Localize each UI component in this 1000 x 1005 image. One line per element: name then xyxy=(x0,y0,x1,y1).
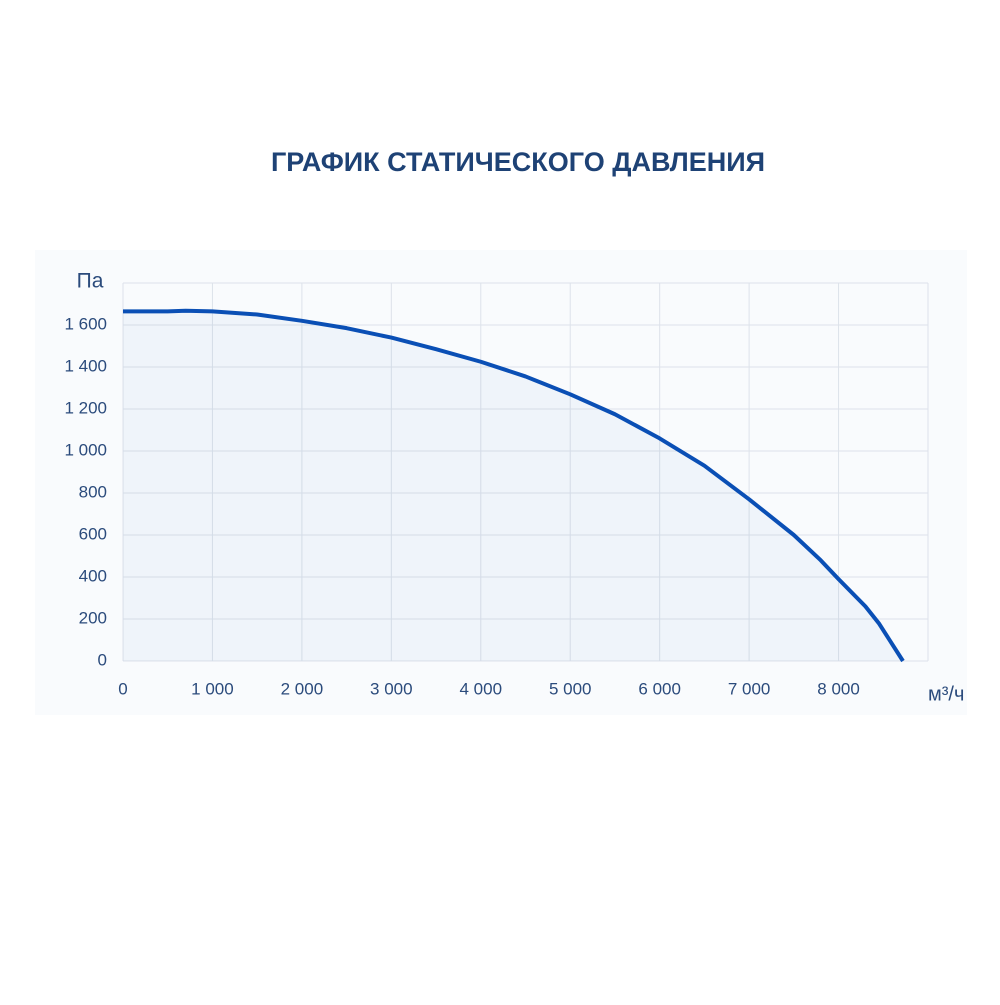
chart-background xyxy=(35,250,967,715)
y-tick-label: 1 000 xyxy=(64,440,107,459)
x-tick-label: 8 000 xyxy=(817,679,860,698)
line xyxy=(123,308,905,663)
y-tick-label: 0 xyxy=(98,650,107,669)
y-axis-label: Па xyxy=(77,270,104,293)
y-tick-label: 1 200 xyxy=(64,398,107,417)
x-tick-label: 3 000 xyxy=(370,679,413,698)
x-tick-label: 5 000 xyxy=(549,679,592,698)
chart-title: ГРАФИК СТАТИЧЕСКОГО ДАВЛЕНИЯ xyxy=(271,147,765,177)
x-axis-label: м³/ч xyxy=(928,683,964,705)
y-tick-label: 800 xyxy=(79,482,107,501)
x-tick-label: 6 000 xyxy=(638,679,681,698)
x-tick-label: 4 000 xyxy=(460,679,503,698)
x-tick-label: 7 000 xyxy=(728,679,771,698)
y-tick-label: 400 xyxy=(79,566,107,585)
x-tick-label: 0 xyxy=(118,679,127,698)
y-tick-label: 1 600 xyxy=(64,314,107,333)
y-tick-label: 600 xyxy=(79,524,107,543)
x-tick-label: 2 000 xyxy=(281,679,324,698)
x-tick-label: 1 000 xyxy=(191,679,234,698)
y-tick-label: 1 400 xyxy=(64,356,107,375)
y-tick-label: 200 xyxy=(79,608,107,627)
area-fill xyxy=(123,310,903,661)
